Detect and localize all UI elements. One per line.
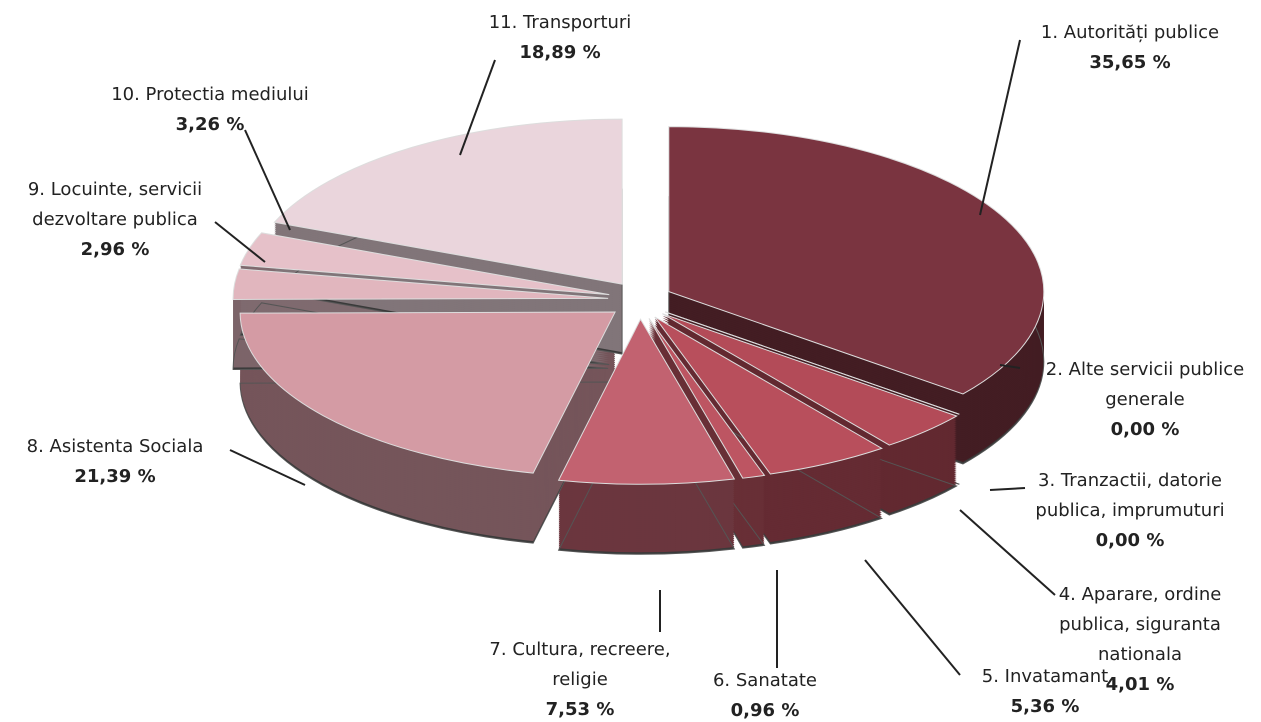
pie-slice (557, 318, 736, 485)
leader-line (989, 487, 1026, 491)
slice-label: 8. Asistenta Sociala (26, 436, 204, 457)
pie-slice (668, 126, 1045, 395)
slice-label: 2. Alte servicii publice generale (1045, 359, 1245, 410)
pie-slice (654, 316, 883, 475)
slice-label: 11. Transporturi (488, 12, 632, 33)
leader-line (229, 449, 306, 486)
slice-tops (232, 118, 1045, 485)
slice-value: 0,00 % (1095, 530, 1165, 551)
slice-side-edge (239, 381, 616, 544)
slice-value: 21,39 % (74, 466, 156, 487)
pie-slice (232, 268, 609, 300)
pie-slice (648, 318, 766, 479)
leader-line (959, 509, 1056, 596)
leader-line (864, 559, 961, 676)
leader-line (244, 129, 291, 231)
slice-value: 2,96 % (80, 239, 150, 260)
slice-value: 0,00 % (1110, 419, 1180, 440)
pie-slice (662, 313, 958, 446)
slice-label: 6. Sanatate (712, 670, 817, 691)
leader-line (214, 221, 266, 263)
pie-slice (664, 311, 960, 415)
slice-side-edge (557, 388, 736, 555)
slice-label: 3. Tranzactii, datorie publica, imprumut… (1035, 470, 1225, 521)
slice-side-edge (648, 388, 766, 549)
slice-label: 7. Cultura, recreere, religie (489, 639, 671, 690)
slice-side-edge (232, 338, 609, 370)
leader-line (979, 39, 1021, 216)
slice-side-edge (662, 383, 958, 516)
leader-line (459, 59, 496, 156)
slice-label: 4. Aparare, ordine publica, siguranta na… (1058, 584, 1222, 665)
slice-value: 3,26 % (175, 114, 245, 135)
slice-value: 18,89 % (519, 42, 601, 63)
slice-label: 10. Protectia mediului (111, 84, 309, 105)
slice-label: 5. Invatamant (981, 666, 1109, 687)
slice-side-edge (654, 386, 883, 545)
slice-value: 0,96 % (730, 700, 800, 721)
slice-label: 9. Locuinte, servicii dezvoltare publica (27, 179, 203, 230)
pie-slice (239, 311, 616, 474)
slice-value: 7,53 % (545, 699, 615, 720)
slice-value: 4,01 % (1105, 674, 1175, 695)
leader-line (999, 364, 1021, 369)
slice-label: 1. Autorități publice (1040, 22, 1220, 43)
slice-value: 5,36 % (1010, 696, 1080, 717)
pie-slice (273, 118, 623, 285)
slice-value: 35,65 % (1089, 52, 1171, 73)
